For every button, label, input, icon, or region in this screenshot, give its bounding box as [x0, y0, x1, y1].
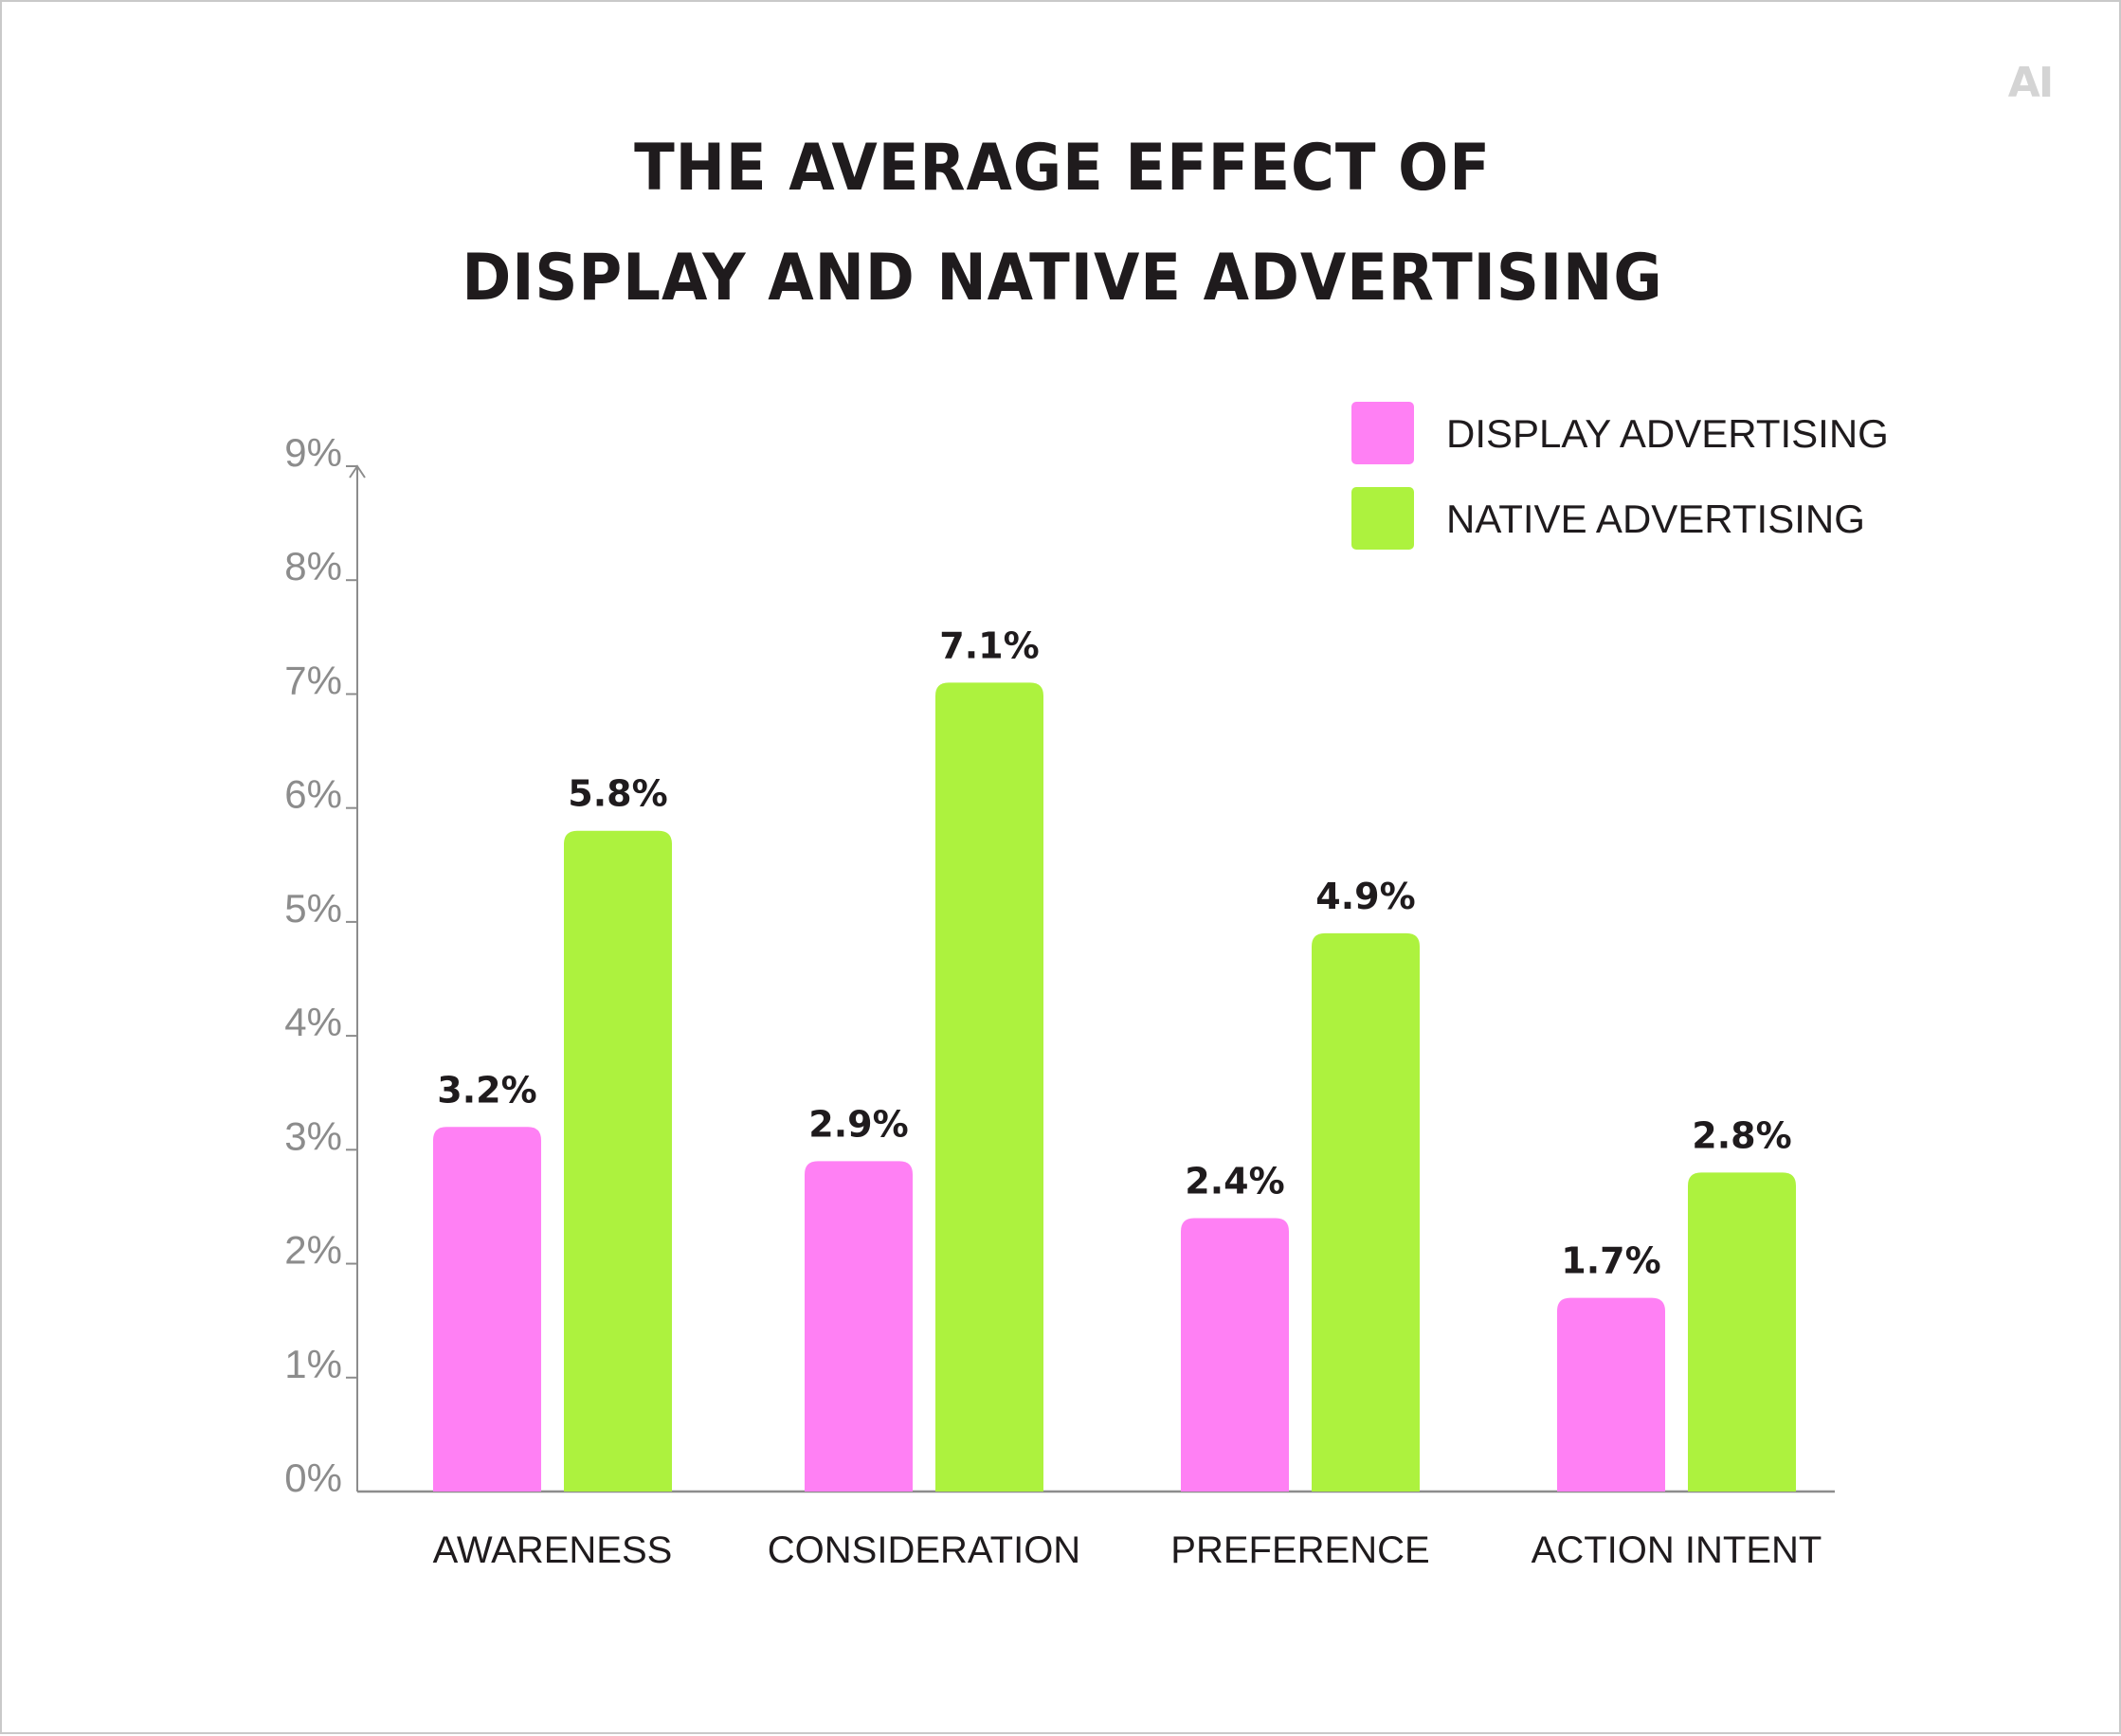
bar-display-2: [1181, 1218, 1289, 1492]
legend-label: NATIVE ADVERTISING: [1446, 497, 1865, 541]
bar-value-label: 7.1%: [939, 624, 1039, 666]
y-tick-label: 5%: [284, 886, 342, 931]
bar-display-0: [433, 1127, 541, 1492]
legend-swatch-display: [1351, 402, 1414, 464]
y-tick-label: 6%: [284, 772, 342, 817]
category-label: ACTION INTENT: [1532, 1529, 1822, 1571]
bar-value-label: 3.2%: [437, 1069, 536, 1111]
y-tick-label: 1%: [284, 1342, 342, 1386]
brand-logo: AI: [2007, 59, 2054, 107]
bar-value-label: 4.9%: [1315, 876, 1415, 917]
y-tick-label: 4%: [284, 1000, 342, 1044]
bar-value-label: 5.8%: [568, 773, 667, 815]
y-tick-label: 8%: [284, 544, 342, 588]
y-tick-label: 7%: [284, 658, 342, 702]
y-tick-label: 0%: [284, 1456, 342, 1500]
chart-title: THE AVERAGE EFFECT OF DISPLAY AND NATIVE…: [2, 114, 2121, 334]
bar-display-1: [805, 1161, 913, 1492]
bar-value-label: 2.9%: [808, 1103, 908, 1145]
bar-native-2: [1312, 932, 1420, 1492]
category-label: PREFERENCE: [1170, 1529, 1429, 1571]
category-label: AWARENESS: [433, 1529, 673, 1571]
bar-native-0: [564, 830, 672, 1492]
legend-swatch-native: [1351, 487, 1414, 550]
bar-value-label: 1.7%: [1561, 1240, 1660, 1282]
chart-title-line-1: THE AVERAGE EFFECT OF: [634, 131, 1491, 206]
bar-display-3: [1557, 1297, 1665, 1492]
bar-native-1: [935, 682, 1043, 1492]
chart-title-line-2: DISPLAY AND NATIVE ADVERTISING: [462, 241, 1663, 316]
category-label: CONSIDERATION: [768, 1529, 1080, 1571]
bar-value-label: 2.8%: [1692, 1114, 1791, 1156]
y-tick-label: 2%: [284, 1228, 342, 1273]
y-tick-label: 9%: [284, 430, 342, 475]
bar-native-3: [1688, 1172, 1796, 1492]
legend-label: DISPLAY ADVERTISING: [1446, 411, 1889, 456]
y-tick-label: 3%: [284, 1113, 342, 1158]
bar-value-label: 2.4%: [1185, 1160, 1284, 1202]
